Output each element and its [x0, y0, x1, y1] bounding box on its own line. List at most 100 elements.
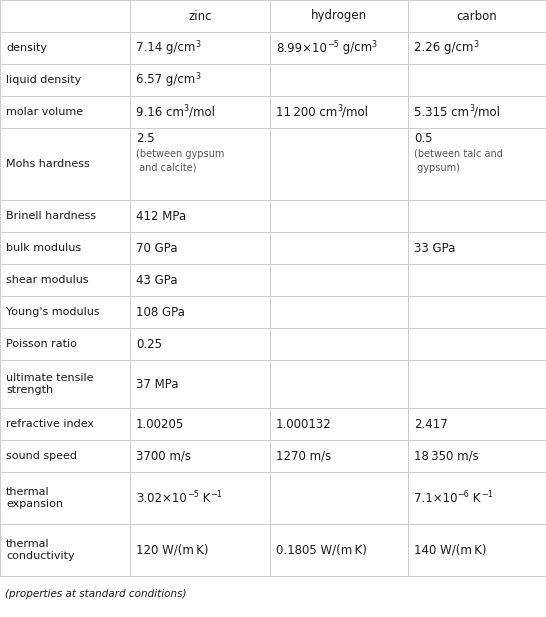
Text: /mol: /mol [342, 106, 368, 118]
Bar [270, 440, 408, 472]
Bar [270, 360, 408, 408]
Text: 43 GPa: 43 GPa [136, 273, 177, 286]
Bar [270, 472, 408, 524]
Bar [0, 472, 130, 524]
Text: (properties at standard conditions): (properties at standard conditions) [5, 589, 187, 599]
Bar [408, 200, 546, 232]
Text: 3: 3 [184, 104, 189, 114]
Bar [0, 296, 130, 328]
Text: 3: 3 [473, 40, 478, 49]
Text: shear modulus: shear modulus [6, 275, 88, 285]
Bar [130, 32, 270, 64]
Text: 140 W/(m K): 140 W/(m K) [414, 544, 486, 557]
Text: molar volume: molar volume [6, 107, 83, 117]
Text: 18 350 m/s: 18 350 m/s [414, 450, 479, 463]
Text: 0.25: 0.25 [136, 337, 162, 350]
Bar [0, 32, 130, 64]
Text: 2.417: 2.417 [414, 418, 448, 431]
Bar [408, 472, 546, 524]
Text: density: density [6, 43, 47, 53]
Text: carbon: carbon [456, 9, 497, 22]
Text: Brinell hardness: Brinell hardness [6, 211, 96, 221]
Text: /mol: /mol [474, 106, 500, 118]
Bar [130, 472, 270, 524]
Text: −6: −6 [458, 491, 469, 499]
Bar [0, 408, 130, 440]
Text: K: K [199, 492, 210, 505]
Text: 120 W/(m K): 120 W/(m K) [136, 544, 209, 557]
Text: 7.14 g/cm: 7.14 g/cm [136, 41, 195, 54]
Bar [270, 128, 408, 200]
Bar [0, 232, 130, 264]
Text: ultimate tensile
strength: ultimate tensile strength [6, 373, 93, 395]
Bar [408, 96, 546, 128]
Bar [130, 524, 270, 576]
Text: Poisson ratio: Poisson ratio [6, 339, 77, 349]
Text: 3: 3 [195, 72, 200, 81]
Text: 33 GPa: 33 GPa [414, 241, 455, 254]
Bar [408, 128, 546, 200]
Bar [408, 232, 546, 264]
Text: gypsum): gypsum) [414, 163, 460, 173]
Text: g/cm: g/cm [339, 41, 372, 54]
Text: thermal
expansion: thermal expansion [6, 487, 63, 509]
Bar [130, 96, 270, 128]
Bar [408, 408, 546, 440]
Bar [130, 360, 270, 408]
Bar [0, 64, 130, 96]
Text: 3.02×10: 3.02×10 [136, 492, 187, 505]
Text: and calcite): and calcite) [136, 163, 197, 173]
Text: 1.000132: 1.000132 [276, 418, 332, 431]
Bar [408, 0, 546, 32]
Bar [270, 264, 408, 296]
Text: bulk modulus: bulk modulus [6, 243, 81, 253]
Text: hydrogen: hydrogen [311, 9, 367, 22]
Bar [130, 296, 270, 328]
Text: Young's modulus: Young's modulus [6, 307, 99, 317]
Bar [130, 328, 270, 360]
Bar [130, 232, 270, 264]
Bar [0, 128, 130, 200]
Bar [270, 0, 408, 32]
Text: zinc: zinc [188, 9, 212, 22]
Text: 108 GPa: 108 GPa [136, 305, 185, 318]
Text: 3: 3 [372, 40, 377, 49]
Text: thermal
conductivity: thermal conductivity [6, 539, 75, 561]
Text: 70 GPa: 70 GPa [136, 241, 177, 254]
Text: 11 200 cm: 11 200 cm [276, 106, 337, 118]
Bar [270, 328, 408, 360]
Bar [0, 0, 130, 32]
Bar [270, 296, 408, 328]
Text: 1.00205: 1.00205 [136, 418, 184, 431]
Bar [270, 64, 408, 96]
Text: 9.16 cm: 9.16 cm [136, 106, 184, 118]
Text: 0.1805 W/(m K): 0.1805 W/(m K) [276, 544, 367, 557]
Text: 7.1×10: 7.1×10 [414, 492, 458, 505]
Text: 3: 3 [469, 104, 474, 114]
Bar [0, 200, 130, 232]
Text: −5: −5 [327, 40, 339, 49]
Bar [0, 360, 130, 408]
Text: /mol: /mol [189, 106, 215, 118]
Bar [270, 524, 408, 576]
Text: 2.5: 2.5 [136, 131, 155, 144]
Bar [0, 328, 130, 360]
Bar [408, 440, 546, 472]
Text: 3: 3 [337, 104, 342, 114]
Bar [408, 524, 546, 576]
Text: refractive index: refractive index [6, 419, 94, 429]
Text: 5.315 cm: 5.315 cm [414, 106, 469, 118]
Text: 412 MPa: 412 MPa [136, 210, 186, 223]
Text: (between gypsum: (between gypsum [136, 149, 224, 159]
Bar [130, 408, 270, 440]
Bar [270, 232, 408, 264]
Text: 8.99×10: 8.99×10 [276, 41, 327, 54]
Bar [130, 64, 270, 96]
Bar [270, 32, 408, 64]
Bar [408, 264, 546, 296]
Text: −5: −5 [187, 491, 199, 499]
Bar [0, 264, 130, 296]
Bar [130, 0, 270, 32]
Bar [0, 440, 130, 472]
Text: 2.26 g/cm: 2.26 g/cm [414, 41, 473, 54]
